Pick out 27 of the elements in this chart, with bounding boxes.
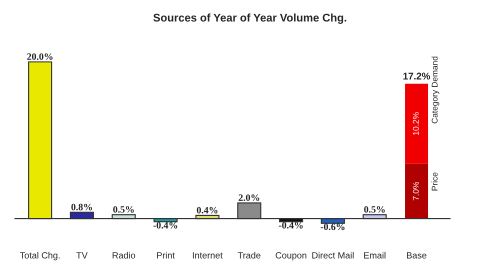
x-tick-label: Base bbox=[406, 252, 426, 259]
x-tick-label: Email bbox=[364, 252, 386, 259]
data-label: 0.8% bbox=[71, 204, 92, 210]
data-label: 0.5% bbox=[113, 206, 134, 213]
data-label: 0.5% bbox=[364, 206, 385, 213]
data-label: 20.0% bbox=[27, 53, 53, 60]
bar bbox=[405, 164, 428, 219]
x-tick-label: Total Chg. bbox=[20, 252, 60, 260]
data-label: 10.2% bbox=[412, 112, 419, 135]
x-tick-label: Coupon bbox=[276, 252, 306, 260]
x-tick-label: Print bbox=[157, 252, 175, 259]
x-tick-label: Radio bbox=[112, 252, 136, 259]
text: Category Demand bbox=[431, 56, 440, 124]
data-label: -0.6% bbox=[320, 224, 345, 230]
text: Price bbox=[431, 172, 438, 190]
data-label: 7.0% bbox=[412, 182, 419, 200]
data-label: -0.4% bbox=[153, 222, 178, 229]
data-label: 0.4% bbox=[196, 206, 218, 214]
x-tick-label: Internet bbox=[192, 252, 223, 259]
chart-title: Sources of Year of Year Volume Chg. bbox=[153, 13, 346, 24]
x-tick-label: Trade bbox=[238, 252, 260, 259]
x-tick-label: TV bbox=[76, 252, 88, 258]
data-label: -0.4% bbox=[278, 222, 303, 229]
bar bbox=[405, 84, 428, 164]
x-tick-label: Direct Mail bbox=[312, 252, 354, 259]
total-label: 17.2% bbox=[403, 72, 430, 80]
data-label: 2.0% bbox=[238, 194, 260, 201]
